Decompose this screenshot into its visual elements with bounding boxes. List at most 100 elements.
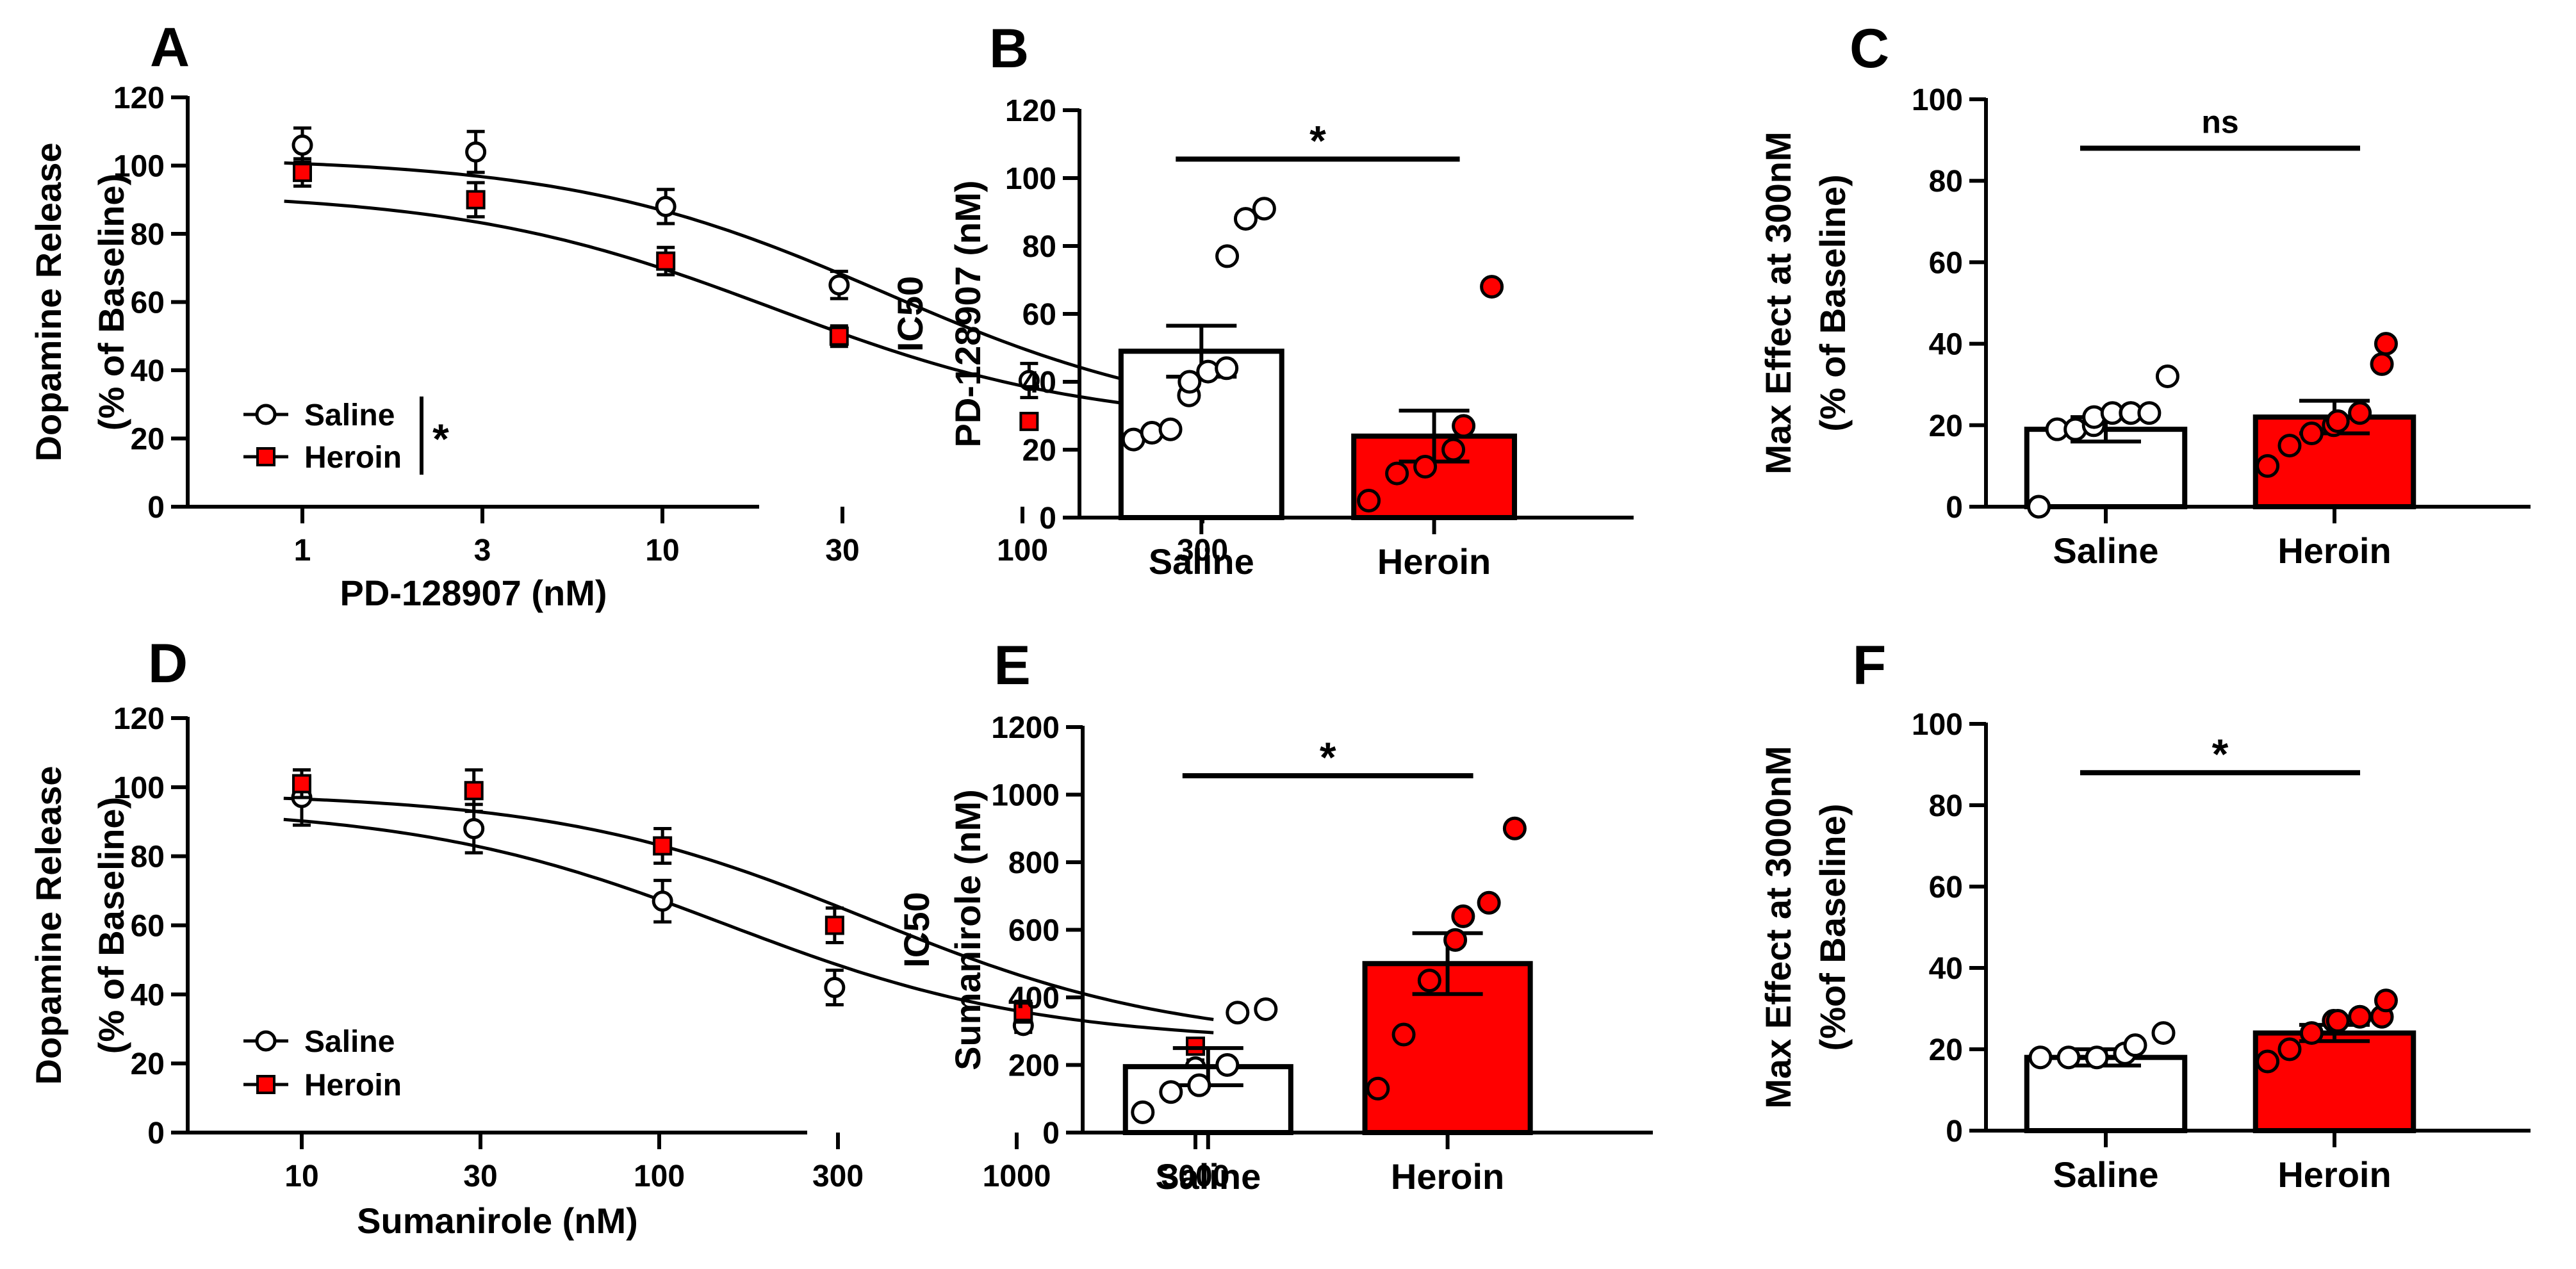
data-point-saline	[1252, 197, 1276, 221]
significance-marker: *	[1320, 733, 1336, 781]
x-category-label: Heroin	[1391, 1156, 1504, 1197]
legend-marker-saline	[255, 1030, 277, 1052]
data-point-heroin	[2374, 332, 2398, 356]
x-tick-label: 300	[812, 1159, 864, 1193]
legend-label-heroin: Heroin	[304, 441, 402, 475]
data-point-heroin	[2348, 1004, 2372, 1029]
data-point-heroin	[293, 163, 312, 183]
data-point-heroin	[2277, 1037, 2302, 1061]
legend-marker-heroin	[256, 447, 275, 466]
y-tick-label: 0	[1946, 491, 1963, 525]
y-tick-label: 40	[1929, 952, 1963, 986]
data-point-saline	[291, 135, 313, 156]
data-point-saline	[1187, 1073, 1211, 1097]
data-point-heroin	[829, 326, 849, 346]
legend-label-heroin: Heroin	[304, 1068, 402, 1102]
y-tick-label: 0	[147, 1117, 165, 1150]
y-tick-label: 60	[131, 910, 165, 944]
x-category-label: Saline	[2053, 1154, 2159, 1195]
significance-marker: *	[432, 415, 449, 463]
legend-marker-heroin	[256, 1075, 275, 1094]
y-tick-label: 120	[113, 702, 165, 736]
legend-label-saline: Saline	[304, 1025, 395, 1059]
y-tick-label: 80	[1929, 789, 1963, 823]
data-point-heroin	[2374, 988, 2398, 1013]
data-point-saline	[655, 195, 677, 217]
data-point-heroin	[656, 251, 676, 271]
x-tick-label: 1000	[983, 1159, 1051, 1193]
data-point-heroin	[464, 781, 484, 801]
data-point-saline	[1226, 1001, 1250, 1025]
data-point-saline	[1018, 370, 1040, 391]
data-point-heroin	[466, 190, 486, 209]
x-category-label: Saline	[2053, 530, 2159, 571]
y-tick-label: 60	[1929, 871, 1963, 905]
data-point-saline	[1215, 244, 1240, 268]
panel-label: B	[989, 18, 1029, 79]
data-point-saline	[824, 977, 846, 999]
y-tick-label: 200	[1008, 1049, 1060, 1083]
y-axis-label: Sumanirole (nM)	[948, 789, 988, 1070]
y-axis-label: IC50	[890, 276, 930, 352]
y-axis-label: IC50	[896, 892, 937, 967]
y-tick-label: 1000	[991, 779, 1060, 813]
y-axis-label: (% of Baseline)	[91, 797, 131, 1054]
data-point-heroin	[824, 915, 844, 935]
data-point-saline	[1215, 356, 1239, 381]
x-axis-label: PD-128907 (nM)	[340, 573, 607, 613]
significance-marker: ns	[2201, 104, 2238, 140]
data-point-saline	[463, 818, 485, 840]
bar-saline	[2024, 427, 2188, 509]
significance-marker: *	[2212, 730, 2229, 778]
data-point-heroin	[292, 774, 311, 794]
data-point-heroin	[1477, 890, 1501, 915]
y-tick-label: 600	[1008, 914, 1060, 948]
y-tick-label: 60	[1022, 298, 1056, 332]
y-axis-label: Dopamine Release	[28, 143, 69, 462]
data-point-saline	[652, 890, 673, 912]
y-tick-label: 120	[1005, 94, 1056, 128]
x-tick-label: 30	[825, 534, 859, 568]
data-point-heroin	[2370, 352, 2394, 376]
x-tick-label: 10	[284, 1159, 318, 1193]
data-point-saline	[465, 141, 487, 163]
data-point-heroin	[2256, 454, 2280, 478]
x-category-label: Heroin	[2277, 530, 2391, 571]
y-axis-label: PD-128907 (nM)	[948, 180, 988, 447]
data-point-heroin	[1417, 969, 1441, 993]
panel-label: F	[1853, 635, 1887, 696]
x-tick-label: 1	[294, 534, 311, 568]
y-tick-label: 1200	[991, 711, 1060, 745]
x-category-label: Heroin	[1377, 541, 1491, 582]
x-tick-label: 10	[645, 534, 679, 568]
x-category-label: Heroin	[2277, 1154, 2391, 1195]
y-tick-label: 20	[131, 1047, 165, 1081]
data-point-heroin	[653, 836, 673, 856]
y-tick-label: 20	[1929, 409, 1963, 443]
y-tick-label: 40	[131, 354, 165, 388]
data-point-heroin	[2299, 1021, 2324, 1045]
y-tick-label: 100	[1912, 708, 1963, 742]
y-axis-label: (% of Baseline)	[91, 174, 131, 430]
data-point-saline	[828, 274, 850, 296]
x-tick-label: 100	[634, 1159, 685, 1193]
y-tick-label: 40	[1929, 328, 1963, 362]
data-point-heroin	[2326, 1009, 2350, 1033]
y-tick-label: 80	[1929, 165, 1963, 199]
x-tick-label: 3000	[1161, 1159, 1230, 1193]
data-point-saline	[2085, 1045, 2109, 1070]
y-tick-label: 0	[147, 491, 165, 525]
y-tick-label: 100	[113, 771, 165, 805]
x-tick-label: 30	[463, 1159, 497, 1193]
bar-saline	[2024, 1054, 2188, 1133]
y-tick-label: 120	[113, 81, 165, 115]
y-tick-label: 400	[1008, 981, 1060, 1015]
x-tick-label: 3	[474, 534, 491, 568]
data-point-saline	[1158, 417, 1183, 441]
data-point-saline	[2027, 495, 2051, 519]
data-point-saline	[2123, 1033, 2147, 1058]
data-point-saline	[1254, 997, 1278, 1021]
fit-curve-heroin	[284, 199, 1221, 415]
data-point-heroin	[2299, 422, 2324, 446]
data-point-heroin	[2277, 434, 2302, 458]
